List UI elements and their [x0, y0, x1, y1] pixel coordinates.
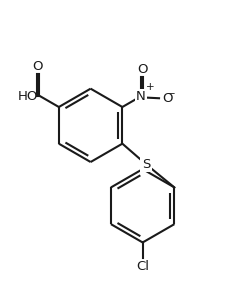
Text: N: N: [136, 90, 146, 103]
Text: S: S: [142, 158, 150, 171]
Text: HO: HO: [18, 91, 38, 103]
Text: O: O: [137, 63, 147, 75]
Text: O: O: [33, 60, 43, 73]
Text: +: +: [146, 82, 155, 92]
Text: −: −: [167, 89, 176, 100]
Text: O: O: [162, 92, 173, 105]
Text: Cl: Cl: [136, 260, 149, 273]
